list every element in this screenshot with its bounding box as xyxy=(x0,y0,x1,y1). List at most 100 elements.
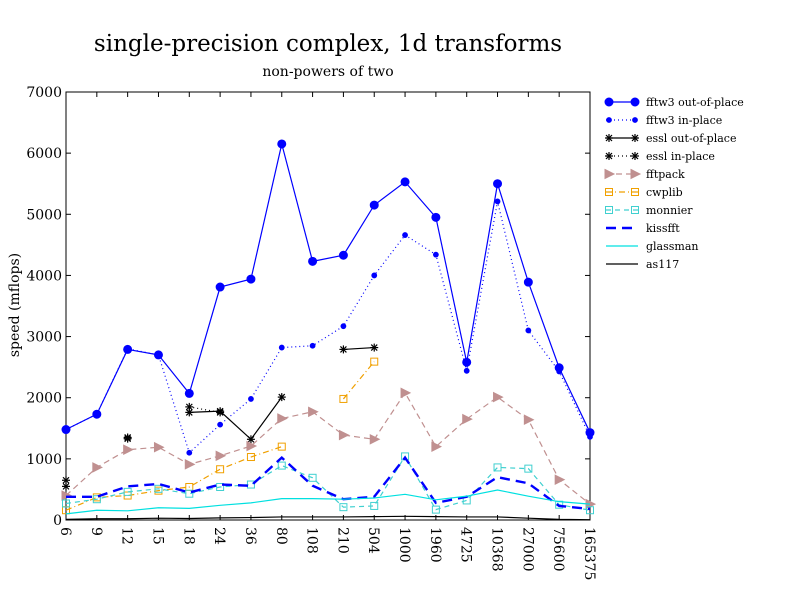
series-line xyxy=(65,201,591,454)
data-point xyxy=(631,206,639,214)
x-tick-label: 210 xyxy=(334,527,350,554)
data-point xyxy=(277,139,287,149)
data-point xyxy=(605,134,613,142)
data-point xyxy=(493,179,503,189)
plot-frame xyxy=(65,91,591,521)
series-line xyxy=(343,346,375,351)
y-axis-label: speed (mflops) xyxy=(7,253,23,357)
y-tick-label: 7000 xyxy=(26,85,62,101)
data-point xyxy=(184,459,196,470)
legend-label: kissfft xyxy=(646,222,680,235)
x-tick-label: 1000 xyxy=(396,527,412,563)
legend-label: as117 xyxy=(646,258,679,271)
data-point xyxy=(401,452,410,461)
legend-item: monnier xyxy=(605,204,693,217)
data-point xyxy=(631,134,639,142)
x-tick-label: 27000 xyxy=(519,527,535,572)
series-group xyxy=(61,387,597,510)
x-tick-label: 165375 xyxy=(581,527,597,580)
x-tick-label: 108 xyxy=(304,527,320,554)
data-point xyxy=(605,188,613,196)
series-line xyxy=(65,455,591,511)
x-tick-label: 80 xyxy=(273,527,289,545)
legend-item: fftpack xyxy=(604,168,685,181)
series-line xyxy=(342,361,375,400)
data-point xyxy=(402,232,408,238)
x-tick-label: 12 xyxy=(119,527,135,545)
data-point xyxy=(606,117,612,123)
data-point xyxy=(605,152,613,160)
series-group xyxy=(62,343,379,491)
y-tick-label: 0 xyxy=(53,513,62,529)
data-point xyxy=(184,388,194,398)
data-point xyxy=(370,343,379,352)
legend-item: cwplib xyxy=(605,186,683,199)
series-group xyxy=(66,455,591,511)
data-point xyxy=(431,212,441,222)
data-point xyxy=(494,198,501,205)
data-point xyxy=(369,200,379,210)
data-point xyxy=(338,250,348,260)
x-tick-label: 9 xyxy=(88,527,104,536)
chart-title: single-precision complex, 1d transforms xyxy=(94,31,562,57)
data-point xyxy=(62,476,70,485)
data-point xyxy=(216,465,225,474)
y-tick-label: 4000 xyxy=(26,268,62,284)
data-point xyxy=(462,357,472,367)
data-point xyxy=(340,323,347,330)
data-point xyxy=(604,97,614,107)
series-group xyxy=(65,515,591,521)
x-tick-label: 6 xyxy=(57,527,73,536)
data-point xyxy=(308,406,319,418)
data-point xyxy=(432,251,439,258)
data-point xyxy=(309,342,316,349)
x-tick-label: 1960 xyxy=(427,527,443,563)
data-point xyxy=(554,474,566,485)
legend-label: fftpack xyxy=(646,168,685,181)
data-point xyxy=(493,391,504,403)
chart-subtitle: non-powers of two xyxy=(262,64,393,80)
data-point xyxy=(370,501,379,510)
y-tick-label: 1000 xyxy=(26,452,62,468)
legend-item: kissfft xyxy=(606,222,680,235)
x-tick-label: 36 xyxy=(242,527,258,545)
legend-label: essl in-place xyxy=(646,150,715,163)
series-line xyxy=(189,396,283,441)
data-point xyxy=(463,367,470,374)
legend-item: glassman xyxy=(606,240,698,253)
data-point xyxy=(277,393,286,402)
data-point xyxy=(155,352,162,358)
legend-label: fftw3 out-of-place xyxy=(646,96,744,109)
data-point xyxy=(523,414,535,426)
data-point xyxy=(216,482,225,491)
legend-label: glassman xyxy=(646,240,698,253)
data-point xyxy=(63,426,69,433)
data-point xyxy=(630,168,642,180)
data-point xyxy=(370,357,379,366)
data-point xyxy=(153,441,165,453)
data-point xyxy=(431,441,443,452)
data-point xyxy=(525,327,532,334)
y-tick-label: 2000 xyxy=(26,391,62,407)
data-point xyxy=(246,453,255,462)
legend-item: essl out-of-place xyxy=(605,132,736,145)
data-point xyxy=(123,487,132,496)
x-tick-label: 4725 xyxy=(458,527,474,563)
legend-item: fftw3 in-place xyxy=(606,114,722,127)
series-group xyxy=(62,452,594,515)
data-point xyxy=(277,442,286,451)
data-point xyxy=(371,272,378,279)
data-point xyxy=(123,444,134,455)
series-group xyxy=(63,198,593,456)
x-tick-label: 504 xyxy=(365,527,381,554)
data-point xyxy=(431,505,440,514)
data-point xyxy=(185,489,194,498)
data-point xyxy=(632,117,638,123)
data-point xyxy=(338,429,350,441)
data-point xyxy=(339,503,348,512)
data-point xyxy=(523,277,533,287)
data-point xyxy=(493,463,502,472)
data-point xyxy=(215,282,225,292)
data-point xyxy=(605,206,613,214)
